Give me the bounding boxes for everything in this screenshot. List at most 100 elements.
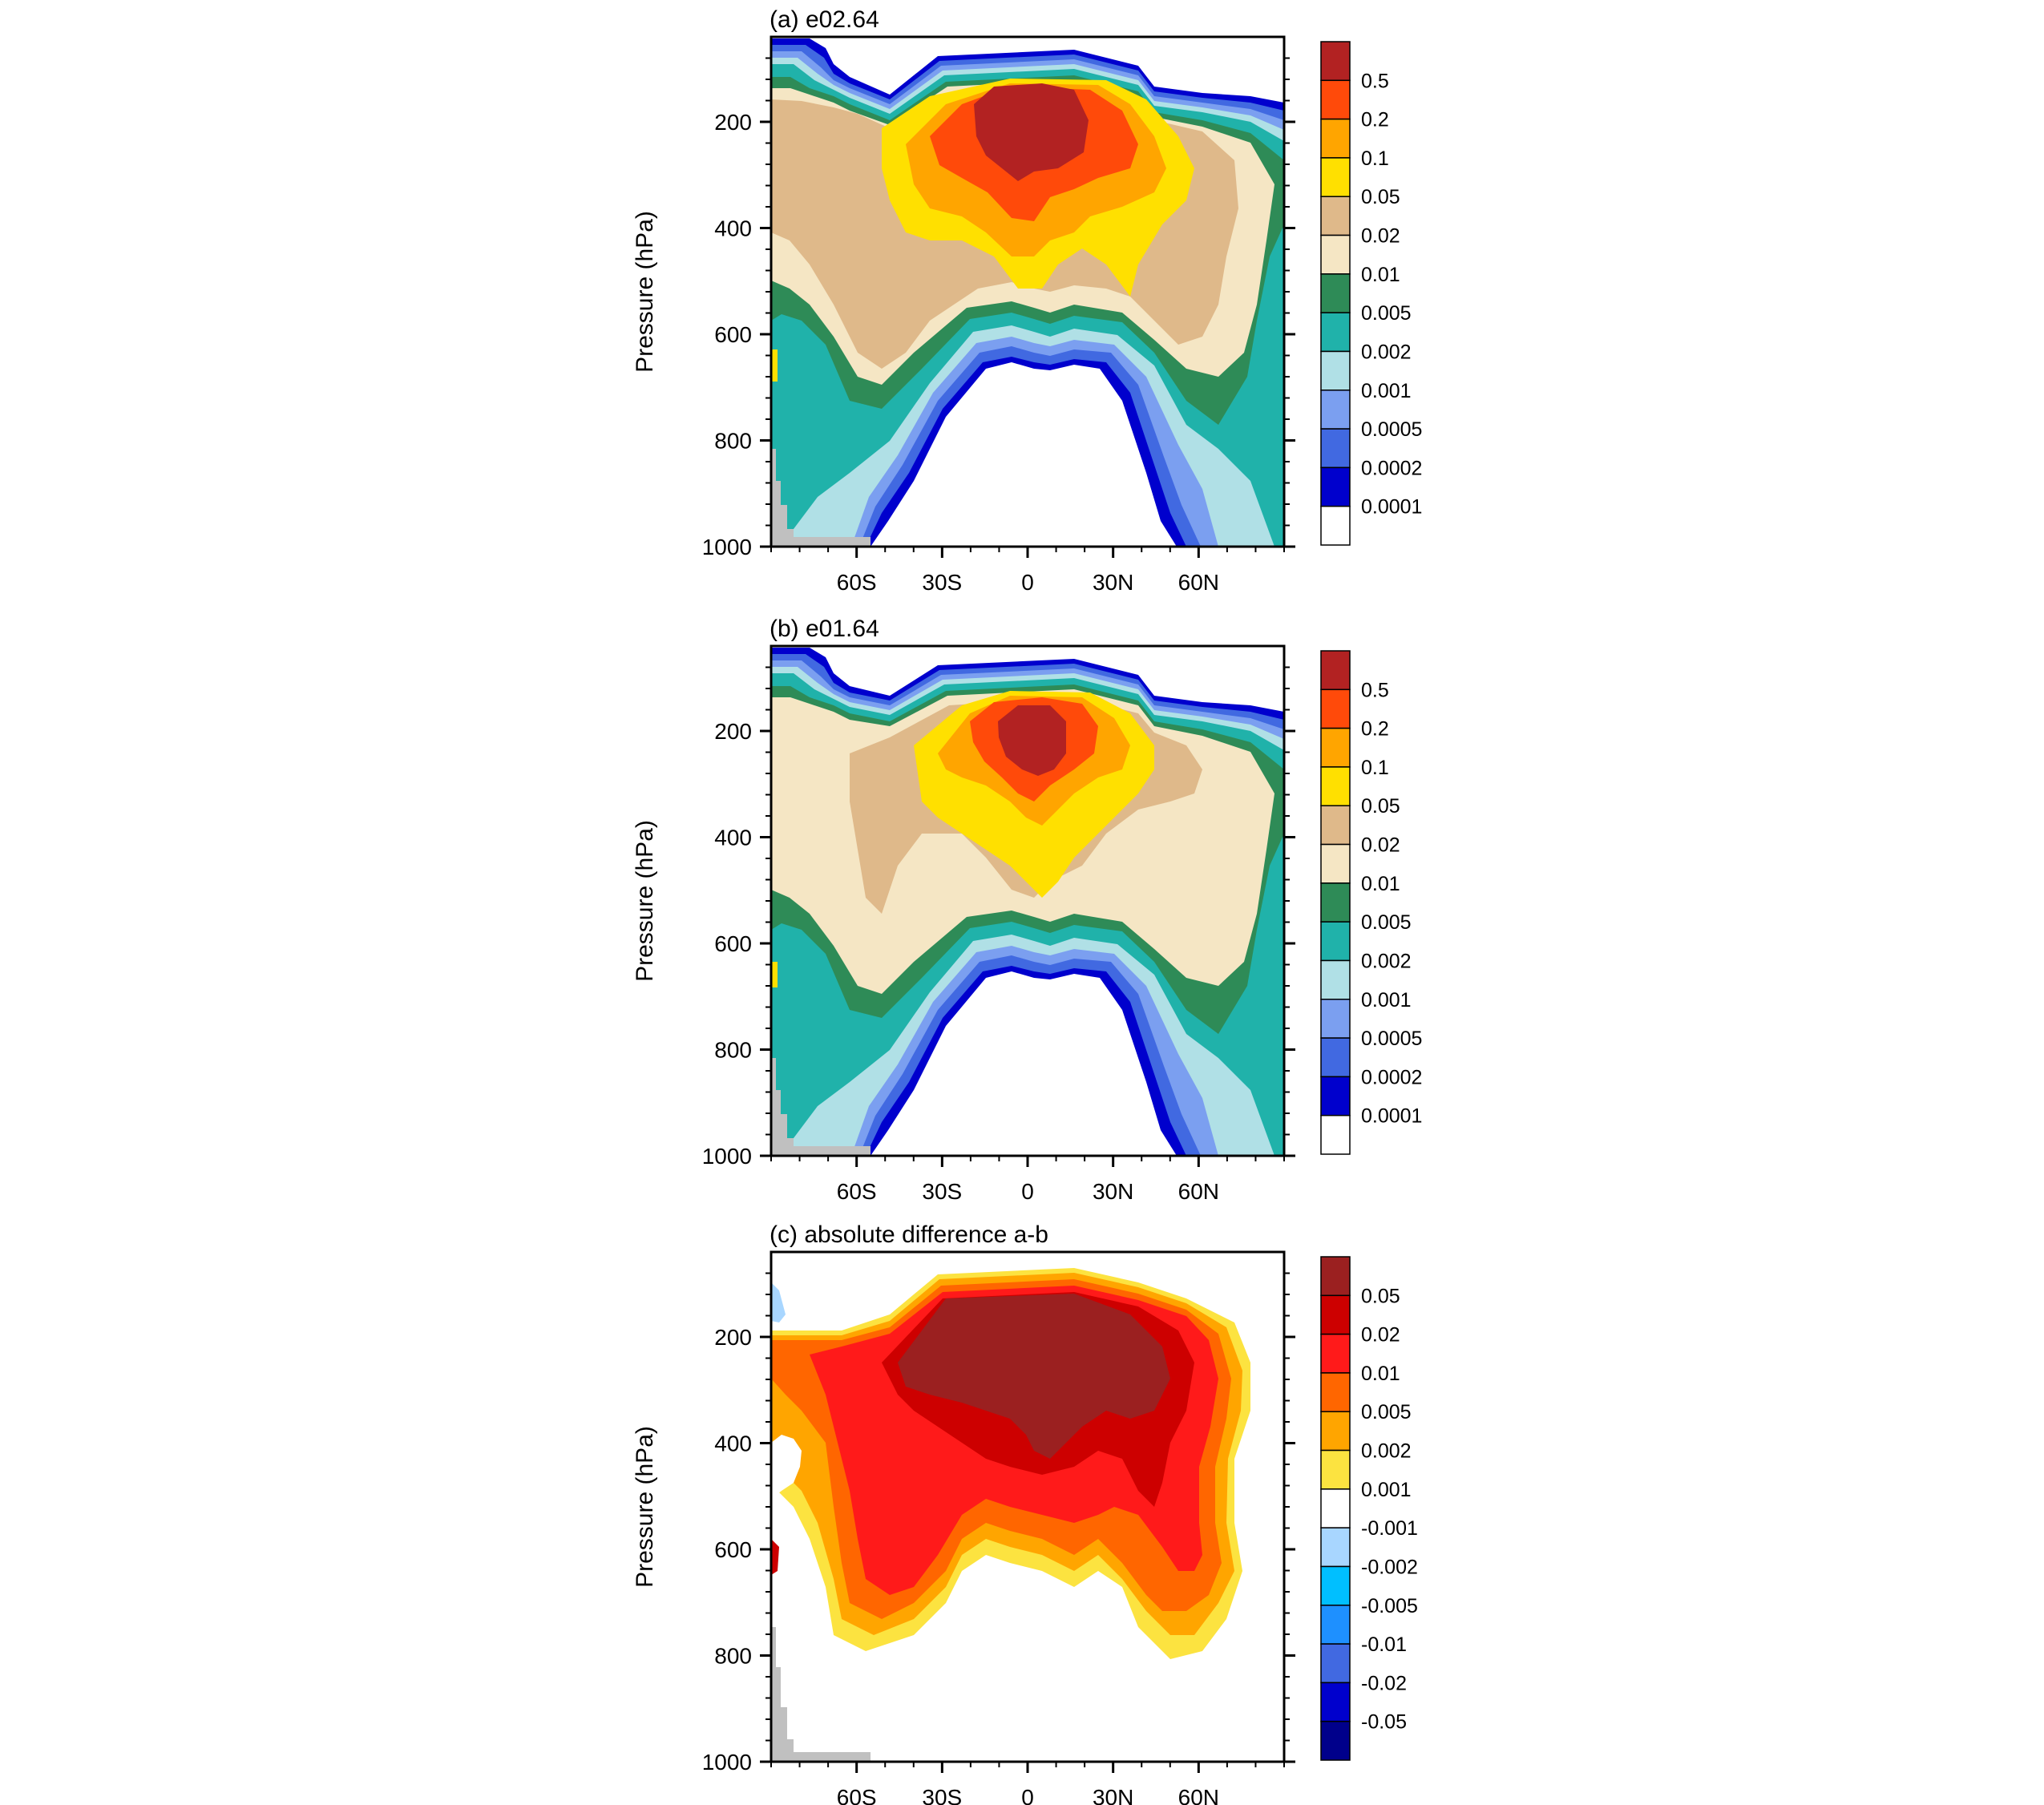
colorbar-swatch [1320,959,1351,1000]
x-tick-label: 30S [922,1785,962,1805]
colorbar-label: 0.001 [1361,989,1412,1012]
panel-a-colorbar: 0.5 0.2 0.1 0.05 0.02 0.01 0.005 0.002 0.001 0.00… [1320,41,1422,546]
y-tick-label: 1000 [702,535,752,559]
panel-c-title: (c) absolute difference a-b [770,1222,1048,1248]
x-tick-label: 60S [837,1179,877,1204]
panel-a-contours [771,37,1284,547]
panel-a-band-05 [974,83,1089,181]
colorbar-swatch [1320,882,1351,923]
x-tick-label: 60S [837,570,877,595]
colorbar-swatch [1320,505,1351,546]
colorbar-label: 0.01 [1361,1363,1400,1385]
panel-a-fill-sp-yellow [771,349,778,382]
y-tick-label: 400 [714,1431,752,1456]
y-tick-label: 800 [714,1644,752,1669]
colorbar-swatch [1320,196,1351,236]
colorbar-label: 0.005 [1361,911,1412,934]
colorbar-swatch [1320,1605,1351,1645]
colorbar-label: 0.005 [1361,302,1412,325]
colorbar-swatch [1320,1256,1351,1297]
colorbar-label: -0.02 [1361,1672,1407,1694]
panel-b-band-05 [998,705,1066,776]
colorbar-swatch [1320,466,1351,507]
colorbar-swatch [1320,727,1351,768]
y-tick-label: 400 [714,826,752,850]
colorbar-label: 0.002 [1361,1440,1412,1463]
y-tick-label: 600 [714,931,752,956]
colorbar-swatch [1320,1643,1351,1684]
panel-b-ylabel: Pressure (hPa) [632,820,658,982]
x-tick-label: 0 [1021,1785,1034,1805]
colorbar-label: 0.05 [1361,1285,1400,1307]
y-tick-label: 400 [714,216,752,241]
colorbar-swatch [1320,1333,1351,1374]
colorbar-label: 0.0001 [1361,1105,1422,1128]
colorbar-swatch [1320,312,1351,353]
colorbar-label: 0.0002 [1361,1066,1422,1088]
y-tick-label: 200 [714,1325,752,1350]
colorbar-swatch [1320,79,1351,120]
colorbar-swatch [1320,1294,1351,1335]
colorbar-swatch [1320,1076,1351,1117]
panel-a-terrain [771,449,871,547]
panel-c-terrain [771,1627,871,1762]
colorbar-label: 0.01 [1361,873,1400,895]
panel-c-colorbar: 0.05 0.02 0.01 0.005 0.002 0.001 -0.001 -0.002 -… [1320,1256,1418,1761]
y-tick-label: 600 [714,322,752,347]
y-tick-label: 1000 [702,1750,752,1775]
colorbar-label: 0.02 [1361,1324,1400,1347]
colorbar-swatch [1320,1037,1351,1078]
colorbar-swatch [1320,1411,1351,1452]
colorbar-label: 0.1 [1361,147,1389,170]
panel-b-title: (b) e01.64 [770,616,879,642]
colorbar-swatch [1320,805,1351,846]
colorbar-label: 0.02 [1361,834,1400,857]
colorbar-label: 0.5 [1361,679,1389,701]
panel-b-axes: 200 400 600 800 1000 60S 30S 0 30N 60N [702,666,1295,1204]
colorbar-swatch [1320,350,1351,391]
colorbar-label: 0.002 [1361,341,1412,363]
x-tick-label: 0 [1021,570,1034,595]
colorbar-label: 0.002 [1361,950,1412,972]
colorbar-label: 0.2 [1361,109,1389,131]
x-tick-label: 60S [837,1785,877,1805]
colorbar-swatch [1320,1488,1351,1528]
colorbar-label: 0.001 [1361,380,1412,402]
colorbar-label: 0.001 [1361,1479,1412,1501]
panel-b-contours [771,646,1284,1156]
colorbar-swatch [1320,1720,1351,1761]
colorbar-swatch [1320,234,1351,275]
colorbar-label: -0.001 [1361,1517,1418,1540]
colorbar-label: -0.002 [1361,1556,1418,1578]
colorbar-swatch [1320,766,1351,806]
colorbar-label: 0.02 [1361,225,1400,248]
panel-c-band-005 [898,1294,1170,1459]
colorbar-swatch [1320,1372,1351,1412]
panel-c-band-light-blue [771,1282,786,1322]
colorbar-swatch [1320,1565,1351,1606]
panel-c-axes: 200 400 600 800 1000 60S 30S 0 30N 60N [702,1272,1295,1805]
panel-a-title: (a) e02.64 [770,6,879,33]
y-tick-label: 800 [714,429,752,454]
panel-a: (a) e02.64 200 400 600 800 1000 60S 30S 0 30N 60N… [632,6,1422,595]
panel-b-fill-sp-yellow [771,962,778,987]
x-tick-label: 30S [922,1179,962,1204]
panel-b: (b) e01.64 200 400 600 800 1000 60S 30S 0 30N 60N… [632,616,1422,1204]
colorbar-label: 0.05 [1361,795,1400,818]
colorbar-swatch [1320,921,1351,962]
panel-b-colorbar: 0.5 0.2 0.1 0.05 0.02 0.01 0.005 0.002 0.001 0.00… [1320,650,1422,1155]
panel-c-band-red-spot [771,1539,779,1575]
y-tick-label: 1000 [702,1144,752,1169]
panel-a-ylabel: Pressure (hPa) [632,211,658,373]
colorbar-label: 0.2 [1361,718,1389,741]
x-tick-label: 30N [1093,1785,1133,1805]
colorbar-label: 0.005 [1361,1401,1412,1423]
x-tick-label: 30N [1093,570,1133,595]
colorbar-label: -0.005 [1361,1595,1418,1617]
colorbar-label: 0.0001 [1361,496,1422,519]
colorbar-swatch [1320,1527,1351,1568]
colorbar-label: 0.01 [1361,264,1400,286]
colorbar-swatch [1320,1682,1351,1722]
colorbar-swatch [1320,650,1351,691]
panel-c-ylabel: Pressure (hPa) [632,1426,658,1588]
